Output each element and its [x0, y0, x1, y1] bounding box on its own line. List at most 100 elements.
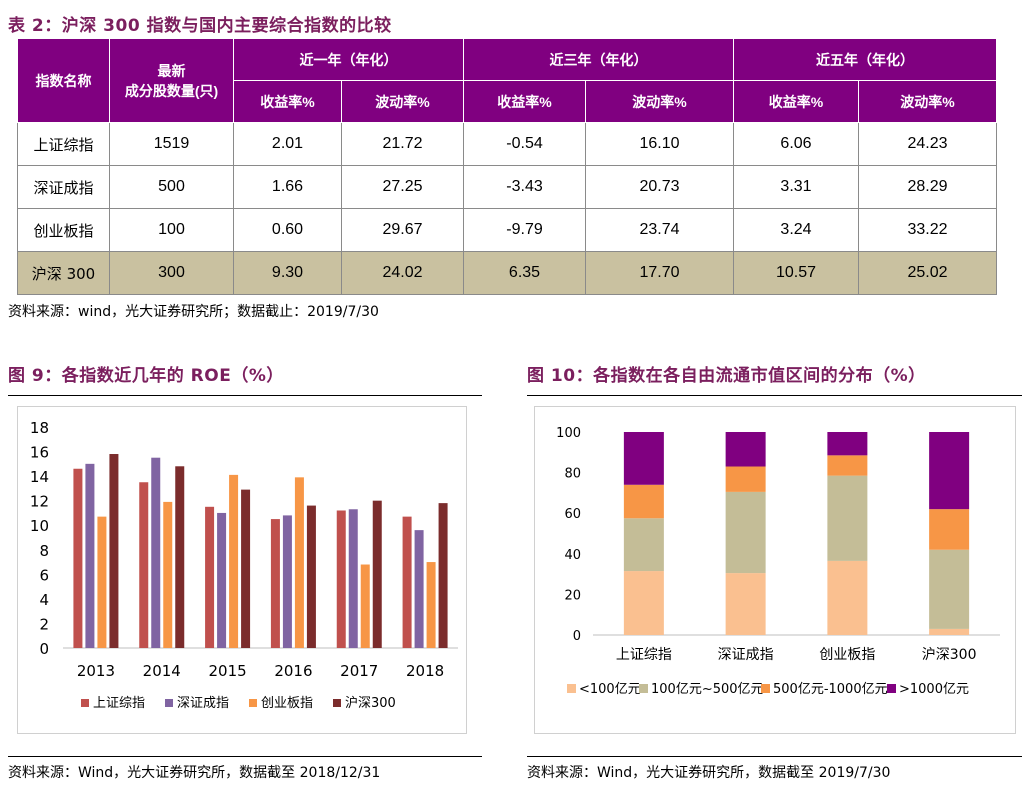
legend-swatch->1000亿元: [887, 684, 896, 693]
y-tick-label: 18: [30, 419, 49, 437]
cell-vol-3y: 16.10: [585, 122, 734, 166]
cell-return-3y: 6.35: [463, 251, 586, 295]
header-period-1y: 近一年（年化）: [233, 38, 464, 81]
fig10-source: 资料来源：Wind，光大证券研究所，数据截至 2019/7/30: [527, 765, 891, 781]
header-count-line1: 最新: [157, 62, 186, 79]
bar-2015-深证成指: [217, 512, 227, 648]
bar-segment-上证综指-100亿元~500亿元: [623, 518, 664, 572]
x-tick-label: 2015: [208, 662, 246, 680]
cell-count: 1519: [109, 122, 234, 166]
cell-return-1y: 9.30: [233, 251, 342, 295]
bar-segment-上证综指-<100亿元: [623, 571, 664, 635]
bar-2013-沪深300: [109, 454, 119, 648]
y-tick-label: 40: [564, 548, 581, 563]
bar-2018-创业板指: [426, 562, 436, 648]
cell-return-1y: 0.60: [233, 208, 342, 252]
cell-vol-3y: 17.70: [585, 251, 734, 295]
bar-2016-上证综指: [270, 519, 280, 648]
header-count-line2: 成分股数量(只): [124, 82, 219, 99]
cell-vol-5y: 33.22: [858, 208, 997, 252]
bar-2016-创业板指: [294, 477, 304, 648]
legend-label: 深证成指: [177, 696, 229, 711]
x-tick-label: 创业板指: [819, 647, 875, 663]
legend-swatch-上证综指: [81, 699, 89, 707]
cell-return-3y: -0.54: [463, 122, 586, 166]
cell-vol-1y: 27.25: [341, 165, 464, 209]
cell-return-5y: 3.24: [733, 208, 859, 252]
y-tick-label: 8: [39, 542, 49, 560]
legend-label: 沪深300: [345, 695, 396, 711]
x-tick-label: 2016: [274, 662, 312, 680]
bar-2013-创业板指: [97, 516, 107, 648]
header-index-name: 指数名称: [17, 38, 110, 123]
y-tick-label: 16: [30, 444, 49, 462]
fig10-top-rule: [527, 395, 1022, 396]
header-vol-5y: 波动率%: [858, 80, 997, 123]
header-return-5y: 收益率%: [733, 80, 859, 123]
bar-2017-上证综指: [336, 510, 346, 648]
cell-return-5y: 10.57: [733, 251, 859, 295]
fig9-source: 资料来源：Wind，光大证券研究所，数据截至 2018/12/31: [8, 765, 381, 781]
legend-label: <100亿元: [579, 682, 641, 697]
fig10-bottom-rule: [527, 756, 1022, 757]
y-tick-label: 100: [556, 426, 581, 441]
bar-2014-沪深300: [175, 466, 185, 648]
bar-segment-深证成指-<100亿元: [725, 573, 766, 635]
legend-label: 创业板指: [261, 696, 313, 711]
y-tick-label: 80: [564, 467, 581, 482]
y-tick-label: 4: [39, 591, 49, 609]
bar-2014-深证成指: [151, 457, 161, 648]
x-tick-label: 2017: [340, 662, 378, 680]
bar-segment-沪深300-<100亿元: [929, 628, 970, 635]
bar-2015-沪深300: [241, 489, 251, 648]
x-tick-label: 深证成指: [718, 647, 774, 663]
y-tick-label: 2: [39, 615, 49, 633]
market-cap-distribution-chart: 0 20 40 60 80 100 上证综指 深证成指 创业板指 沪深300 <100亿元 100亿元…: [556, 426, 1000, 697]
y-tick-label: 12: [30, 493, 49, 511]
legend-swatch-<100亿元: [567, 684, 576, 693]
fig10-chart-frame: 0 20 40 60 80 100 上证综指 深证成指 创业板指 沪深300 <100亿元 100亿元…: [534, 406, 1016, 734]
cell-return-1y: 2.01: [233, 122, 342, 166]
table-row: 上证综指 1519 2.01 21.72 -0.54 16.10 6.06 24…: [17, 122, 997, 166]
bar-2015-创业板指: [229, 474, 239, 648]
header-vol-3y: 波动率%: [585, 80, 734, 123]
cell-name: 上证综指: [17, 122, 110, 166]
x-tick-label: 2018: [406, 662, 444, 680]
x-tick-label: 2013: [77, 662, 115, 680]
fig9-bottom-rule: [8, 756, 482, 757]
bar-segment-深证成指-500亿元-1000亿元: [725, 466, 766, 492]
cell-return-5y: 6.06: [733, 122, 859, 166]
bar-2014-创业板指: [163, 501, 173, 648]
bar-segment-沪深300-500亿元-1000亿元: [929, 509, 970, 550]
cell-return-3y: -9.79: [463, 208, 586, 252]
bar-segment-创业板指->1000亿元: [827, 432, 868, 456]
bar-segment-创业板指-500亿元-1000亿元: [827, 455, 868, 476]
cell-vol-1y: 29.67: [341, 208, 464, 252]
bar-2018-深证成指: [414, 530, 424, 648]
roe-bar-chart: 0 2 4 6 8 10 12 14 16 18 2013 2014 2015 2016 2017 2018 上…: [30, 419, 458, 711]
legend-label: 500亿元-1000亿元: [773, 682, 888, 697]
x-tick-label: 沪深300: [922, 647, 977, 663]
cell-return-5y: 3.31: [733, 165, 859, 209]
bar-2017-沪深300: [372, 500, 382, 648]
y-tick-label: 6: [39, 566, 49, 584]
table-caption: 表 2：沪深 300 指数与国内主要综合指数的比较: [8, 16, 392, 36]
header-period-5y: 近五年（年化）: [733, 38, 997, 81]
table-row: 深证成指 500 1.66 27.25 -3.43 20.73 3.31 28.…: [17, 165, 997, 209]
bar-2015-上证综指: [205, 506, 215, 648]
table-source: 资料来源：wind，光大证券研究所；数据截止：2019/7/30: [8, 304, 379, 320]
bar-segment-深证成指-100亿元~500亿元: [725, 491, 766, 574]
cell-vol-5y: 28.29: [858, 165, 997, 209]
bar-2016-深证成指: [282, 515, 292, 648]
y-tick-label: 60: [564, 507, 581, 522]
cell-return-1y: 1.66: [233, 165, 342, 209]
legend-swatch-深证成指: [165, 699, 173, 707]
bar-2017-深证成指: [348, 509, 358, 648]
bar-2014-上证综指: [139, 482, 149, 648]
fig9-top-rule: [8, 395, 482, 396]
header-return-3y: 收益率%: [463, 80, 586, 123]
cell-vol-1y: 24.02: [341, 251, 464, 295]
legend-label: >1000亿元: [899, 682, 969, 697]
cell-vol-3y: 23.74: [585, 208, 734, 252]
y-tick-label: 0: [573, 629, 581, 644]
